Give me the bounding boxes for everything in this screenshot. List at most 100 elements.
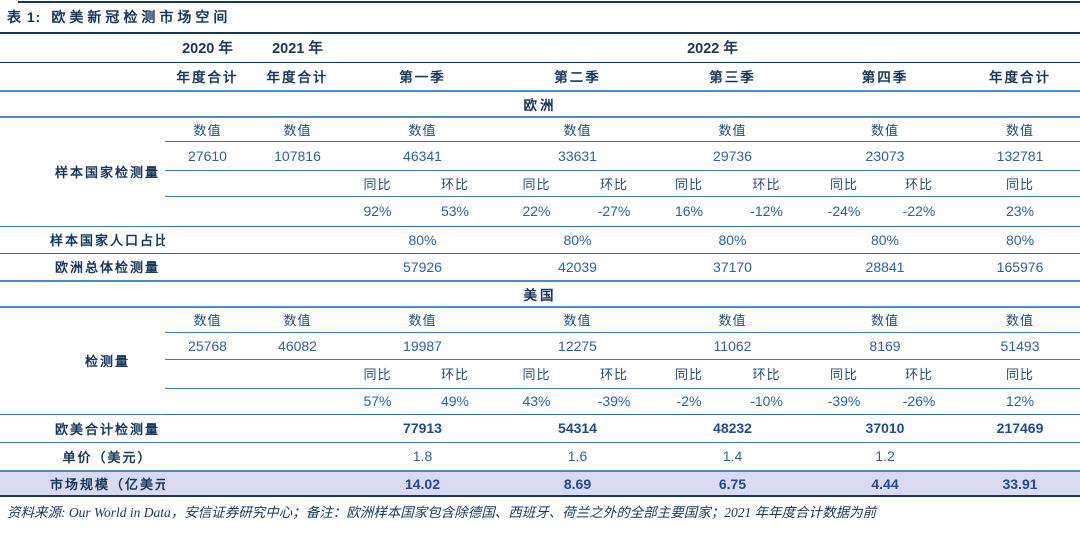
cell: 51493 <box>960 332 1080 360</box>
row-label-market-size: 市场规模（亿美元） <box>0 471 165 497</box>
yoy-label: 同比 <box>960 170 1080 197</box>
cell: 4.44 <box>810 471 960 497</box>
empty-cell <box>165 442 250 472</box>
cell: 37010 <box>810 414 960 443</box>
cell: 57926 <box>345 253 500 282</box>
market-size-row: 市场规模（亿美元） 14.02 8.69 6.75 4.44 33.91 <box>0 471 1080 497</box>
cell: 23% <box>960 196 1080 227</box>
year-header-row: 2020 年 2021 年 2022 年 <box>0 34 1080 63</box>
cell: 25768 <box>165 332 250 360</box>
cell: 42039 <box>500 253 655 282</box>
cell: -26% <box>878 388 960 415</box>
cell: 8169 <box>810 332 960 360</box>
col-header-2020: 2020 年 <box>165 34 250 63</box>
cell: -2% <box>655 388 723 415</box>
cell: -12% <box>723 196 810 227</box>
europe-total-row: 欧洲总体检测量 57926 42039 37170 28841 165976 <box>0 253 1080 282</box>
cell: 1.8 <box>345 442 500 472</box>
row-label-combined-tests: 欧美合计检测量 <box>0 414 165 443</box>
source-note: 资料来源: Our World in Data，安信证券研究中心；备注：欧洲样本… <box>0 501 1080 521</box>
table-number: 表 1: <box>7 9 42 25</box>
section-us-label: 美国 <box>0 281 1080 308</box>
value-label: 数值 <box>500 307 655 333</box>
yoy-label: 同比 <box>810 170 878 197</box>
cell: 80% <box>655 226 810 254</box>
empty-cell <box>165 253 250 282</box>
yoy-label: 同比 <box>500 359 573 389</box>
cell: -39% <box>810 388 878 415</box>
col-header-2022: 2022 年 <box>345 34 1080 63</box>
cell: 80% <box>345 226 500 254</box>
cell: 1.6 <box>500 442 655 472</box>
cell: 12% <box>960 388 1080 415</box>
cell: 14.02 <box>345 471 500 497</box>
qoq-label: 环比 <box>723 170 810 197</box>
qoq-label: 环比 <box>573 170 655 197</box>
cell: 8.69 <box>500 471 655 497</box>
cell: 132781 <box>960 141 1080 171</box>
empty-cell <box>165 196 250 227</box>
source-note-text: 资料来源: Our World in Data，安信证券研究中心；备注：欧洲样本… <box>7 505 877 520</box>
cell: 80% <box>500 226 655 254</box>
cell: 92% <box>345 196 410 227</box>
row-label-europe-total-tests: 欧洲总体检测量 <box>0 253 165 282</box>
col-header-q4: 第四季 <box>810 62 960 92</box>
value-label: 数值 <box>165 117 250 142</box>
col-header-2020-annual: 年度合计 <box>165 62 250 92</box>
combined-total-row: 欧美合计检测量 77913 54314 48232 37010 217469 <box>0 414 1080 443</box>
empty-cell <box>250 442 345 472</box>
section-europe-label: 欧洲 <box>0 91 1080 118</box>
cell: 77913 <box>345 414 500 443</box>
empty-cell <box>165 388 250 415</box>
empty-cell <box>250 388 345 415</box>
cell: 46341 <box>345 141 500 171</box>
cell: 165976 <box>960 253 1080 282</box>
qoq-label: 环比 <box>723 359 810 389</box>
europe-population-row: 样本国家人口占比 80% 80% 80% 80% 80% <box>0 226 1080 254</box>
cell: 19987 <box>345 332 500 360</box>
cell: 12275 <box>500 332 655 360</box>
empty-cell <box>165 170 250 197</box>
cell: 1.4 <box>655 442 810 472</box>
cell: 80% <box>960 226 1080 254</box>
empty-cell <box>250 196 345 227</box>
value-label: 数值 <box>345 307 500 333</box>
table-title-text: 欧美新冠检测市场空间 <box>51 9 232 25</box>
corner-cell <box>0 34 165 63</box>
europe-growth-values-row: 92% 53% 22% -27% 16% -12% -24% -22% 23% <box>0 196 1080 227</box>
empty-cell <box>250 471 345 497</box>
empty-cell <box>250 226 345 254</box>
cell: 1.2 <box>810 442 960 472</box>
qoq-label: 环比 <box>410 359 500 389</box>
cell: 6.75 <box>655 471 810 497</box>
col-header-q3: 第三季 <box>655 62 810 92</box>
empty-cell <box>250 414 345 443</box>
cell: 16% <box>655 196 723 227</box>
cell: 107816 <box>250 141 345 171</box>
quarter-header-row: 年度合计 年度合计 第一季 第二季 第三季 第四季 年度合计 <box>0 62 1080 92</box>
market-table: 2020 年 2021 年 2022 年 年度合计 年度合计 第一季 第二季 第… <box>0 34 1080 497</box>
europe-growth-label-row: 同比 环比 同比 环比 同比 环比 同比 环比 同比 <box>0 170 1080 197</box>
value-label: 数值 <box>810 117 960 142</box>
table-title: 表 1: 欧美新冠检测市场空间 <box>0 3 1080 34</box>
row-label-unit-price: 单价（美元） <box>0 442 165 472</box>
value-label: 数值 <box>960 307 1080 333</box>
yoy-label: 同比 <box>960 359 1080 389</box>
corner-cell <box>0 62 165 92</box>
col-header-2021-annual: 年度合计 <box>250 62 345 92</box>
cell: -27% <box>573 196 655 227</box>
col-header-q2: 第二季 <box>500 62 655 92</box>
cell: 80% <box>810 226 960 254</box>
yoy-label: 同比 <box>655 170 723 197</box>
us-tests-values-row: 25768 46082 19987 12275 11062 8169 51493 <box>0 332 1080 360</box>
qoq-label: 环比 <box>410 170 500 197</box>
cell: 29736 <box>655 141 810 171</box>
value-label: 数值 <box>250 307 345 333</box>
value-label: 数值 <box>655 307 810 333</box>
unit-price-row: 单价（美元） 1.8 1.6 1.4 1.2 <box>0 442 1080 472</box>
qoq-label: 环比 <box>573 359 655 389</box>
top-divider <box>18 1 1080 3</box>
cell: 43% <box>500 388 573 415</box>
col-header-2021: 2021 年 <box>250 34 345 63</box>
